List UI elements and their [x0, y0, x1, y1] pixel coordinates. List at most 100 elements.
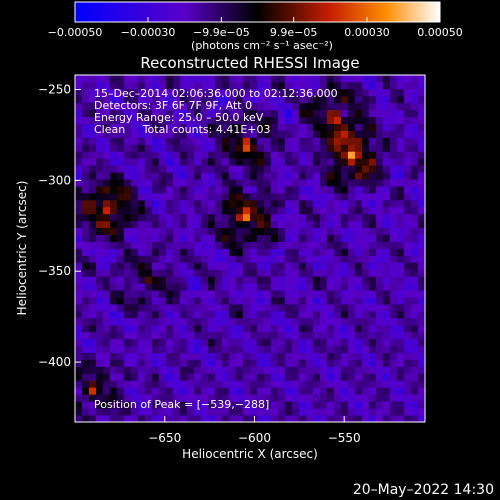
heatmap-cell [138, 241, 146, 249]
heatmap-cell [320, 95, 328, 104]
heatmap-cell [369, 165, 377, 173]
heatmap-cell [397, 109, 405, 118]
heatmap-cell [187, 387, 195, 395]
heatmap-cell [236, 380, 244, 388]
heatmap-cell [341, 109, 349, 118]
heatmap-cell [229, 317, 237, 326]
heatmap-cell [236, 192, 244, 201]
heatmap-cell [215, 283, 223, 291]
heatmap-cell [110, 158, 118, 166]
heatmap-cell [166, 179, 174, 187]
heatmap-cell [327, 352, 335, 360]
heatmap-cell [362, 116, 370, 124]
heatmap-cell [362, 331, 370, 340]
heatmap-cell [369, 123, 377, 131]
heatmap-cell [187, 255, 195, 263]
heatmap-cell [138, 324, 146, 333]
heatmap-cell [397, 380, 405, 388]
heatmap-cell [173, 255, 181, 263]
heatmap-cell [131, 262, 139, 270]
heatmap-cell [124, 248, 132, 256]
heatmap-cell [236, 123, 244, 131]
heatmap-cell [229, 192, 237, 201]
heatmap-cell [187, 408, 195, 416]
heatmap-cell [411, 262, 419, 270]
heatmap-cell [222, 255, 230, 263]
heatmap-cell [306, 179, 314, 187]
heatmap-cell [383, 144, 391, 152]
colorbar-tick-label: −0.00050 [48, 26, 103, 39]
heatmap-cell [341, 186, 349, 194]
heatmap-cell [411, 144, 419, 152]
heatmap-cell [257, 192, 265, 201]
heatmap-cell [334, 158, 342, 166]
heatmap-cell [348, 220, 356, 229]
heatmap-cell [299, 151, 307, 159]
heatmap-cell [201, 297, 209, 305]
heatmap-cell [341, 290, 349, 298]
heatmap-cell [152, 394, 160, 402]
heatmap-cell [159, 75, 167, 83]
heatmap-cell [138, 310, 146, 319]
heatmap-cell [75, 276, 83, 284]
heatmap-cell [159, 213, 167, 222]
heatmap-cell [243, 345, 251, 353]
heatmap-cell [411, 172, 419, 180]
heatmap-cell [180, 262, 188, 270]
heatmap-cell [215, 324, 223, 333]
heatmap-cell [257, 109, 265, 118]
info-line-time: 15–Dec–2014 02:06:36.000 to 02:12:36.000 [94, 87, 338, 100]
heatmap-cell [215, 75, 223, 83]
heatmap-cell [292, 144, 300, 152]
heatmap-cell [124, 102, 132, 111]
heatmap-cell [369, 116, 377, 124]
heatmap-cell [173, 310, 181, 319]
heatmap-cell [201, 192, 209, 201]
heatmap-cell [299, 102, 307, 111]
heatmap-cell [334, 248, 342, 256]
heatmap-cell [159, 297, 167, 305]
heatmap-cell [152, 227, 160, 236]
heatmap-cell [383, 297, 391, 305]
heatmap-cell [376, 172, 384, 180]
heatmap-cell [418, 88, 425, 97]
heatmap-cell [369, 331, 377, 340]
heatmap-cell [208, 276, 216, 284]
heatmap-cell [250, 227, 258, 236]
heatmap-cell [264, 248, 272, 256]
heatmap-cell [418, 165, 425, 173]
heatmap-cell [397, 192, 405, 201]
heatmap-cell [383, 186, 391, 194]
heatmap-cell [117, 130, 125, 138]
heatmap-cell [180, 192, 188, 201]
heatmap-cell [82, 213, 90, 222]
heatmap-cell [138, 255, 146, 263]
heatmap-cell [250, 394, 258, 402]
heatmap-cell [257, 324, 265, 333]
heatmap-cell [404, 227, 412, 236]
heatmap-cell [243, 199, 251, 208]
heatmap-cell [418, 324, 425, 333]
heatmap-cell [355, 234, 363, 242]
heatmap-cell [103, 331, 111, 340]
heatmap-cell [173, 415, 181, 422]
heatmap-cell [222, 220, 230, 229]
heatmap-cell [82, 109, 90, 118]
heatmap-cell [194, 324, 202, 333]
heatmap-cell [173, 373, 181, 381]
heatmap-cell [75, 380, 83, 388]
heatmap-cell [348, 172, 356, 180]
heatmap-cell [215, 408, 223, 416]
heatmap-cell [110, 345, 118, 353]
heatmap-cell [355, 206, 363, 215]
heatmap-cell [110, 95, 118, 104]
heatmap-cell [103, 81, 111, 90]
heatmap-cell [152, 220, 160, 229]
heatmap-cell [390, 317, 398, 326]
heatmap-cell [348, 359, 356, 367]
heatmap-cell [369, 81, 377, 90]
heatmap-cell [257, 137, 265, 145]
heatmap-cell [369, 192, 377, 201]
heatmap-cell [362, 172, 370, 180]
heatmap-cell [96, 116, 104, 124]
